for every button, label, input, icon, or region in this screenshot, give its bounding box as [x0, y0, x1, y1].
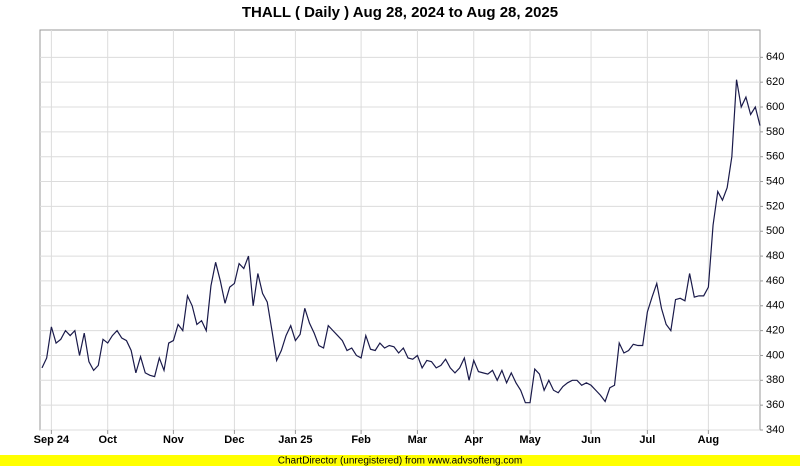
x-tick-label: Dec	[224, 434, 244, 446]
y-tick-label: 460	[766, 275, 784, 287]
y-tick-label: 580	[766, 126, 784, 138]
chart-title: THALL ( Daily ) Aug 28, 2024 to Aug 28, …	[242, 4, 558, 21]
x-tick-label: Mar	[408, 434, 428, 446]
x-tick-label: Nov	[163, 434, 185, 446]
y-tick-label: 380	[766, 374, 784, 386]
y-tick-label: 520	[766, 200, 784, 212]
lines	[41, 79, 761, 404]
price-line	[41, 79, 761, 404]
y-tick-label: 540	[766, 175, 784, 187]
x-tick-label: Oct	[99, 434, 118, 446]
y-tick-label: 560	[766, 151, 784, 163]
y-tick-label: 400	[766, 349, 784, 361]
y-tick-label: 340	[766, 424, 784, 436]
y-tick-label: 500	[766, 225, 784, 237]
x-tick-label: May	[519, 434, 541, 446]
y-tick-label: 360	[766, 399, 784, 411]
x-tick-label: Jun	[581, 434, 601, 446]
footer-bar	[0, 455, 800, 466]
y-tick-label: 480	[766, 250, 784, 262]
plot-area	[39, 29, 761, 431]
x-tick-label: Aug	[698, 434, 719, 446]
y-tick-label: 620	[766, 76, 784, 88]
x-tick-label: Apr	[464, 434, 484, 446]
x-tick-label: Sep 24	[34, 434, 70, 446]
x-tick-label: Jul	[639, 434, 655, 446]
x-tick-label: Jan 25	[278, 434, 312, 446]
y-tick-label: 440	[766, 300, 784, 312]
y-tick-label: 640	[766, 51, 784, 63]
x-tick-label: Feb	[351, 434, 371, 446]
y-tick-label: 420	[766, 325, 784, 337]
y-tick-label: 600	[766, 101, 784, 113]
footer: ChartDirector (unregistered) from www.ad…	[278, 456, 523, 466]
grid	[40, 30, 760, 431]
